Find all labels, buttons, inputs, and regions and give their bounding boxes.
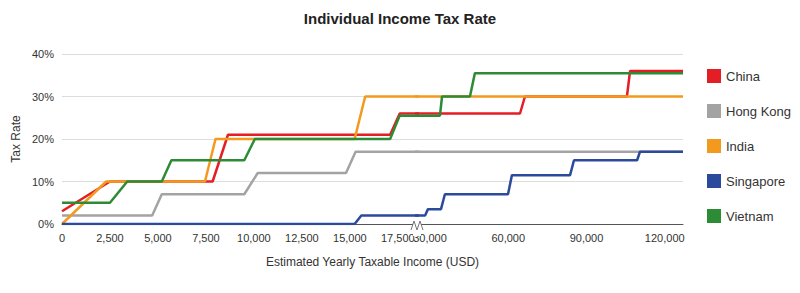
svg-text:30,000: 30,000 — [413, 231, 447, 244]
svg-text:Estimated Yearly Taxable Incom: Estimated Yearly Taxable Income (USD) — [266, 255, 479, 269]
svg-text:7,500: 7,500 — [192, 232, 220, 244]
svg-text:0%: 0% — [38, 218, 54, 230]
svg-text:Individual Income Tax Rate: Individual Income Tax Rate — [304, 10, 496, 27]
svg-text:120,000: 120,000 — [645, 232, 685, 244]
svg-text:Hong Kong: Hong Kong — [726, 104, 791, 119]
svg-text:10,000: 10,000 — [237, 232, 271, 244]
svg-text:2,500: 2,500 — [96, 232, 124, 244]
svg-text:30%: 30% — [32, 91, 54, 103]
svg-text:90,000: 90,000 — [570, 232, 604, 244]
svg-text:0: 0 — [59, 232, 65, 244]
svg-text:20%: 20% — [32, 133, 54, 145]
svg-text:10%: 10% — [32, 176, 54, 188]
svg-text:Vietnam: Vietnam — [726, 209, 773, 224]
svg-text:15,000: 15,000 — [333, 232, 367, 244]
svg-text:India: India — [726, 139, 755, 154]
svg-text:60,000: 60,000 — [491, 232, 525, 244]
svg-text:40%: 40% — [32, 48, 54, 60]
svg-text:Singapore: Singapore — [726, 174, 785, 189]
svg-text:17,500: 17,500 — [381, 232, 415, 244]
svg-text:Tax Rate: Tax Rate — [9, 115, 23, 163]
svg-text:12,500: 12,500 — [285, 232, 319, 244]
svg-text:China: China — [726, 69, 761, 84]
svg-text:5,000: 5,000 — [144, 232, 172, 244]
